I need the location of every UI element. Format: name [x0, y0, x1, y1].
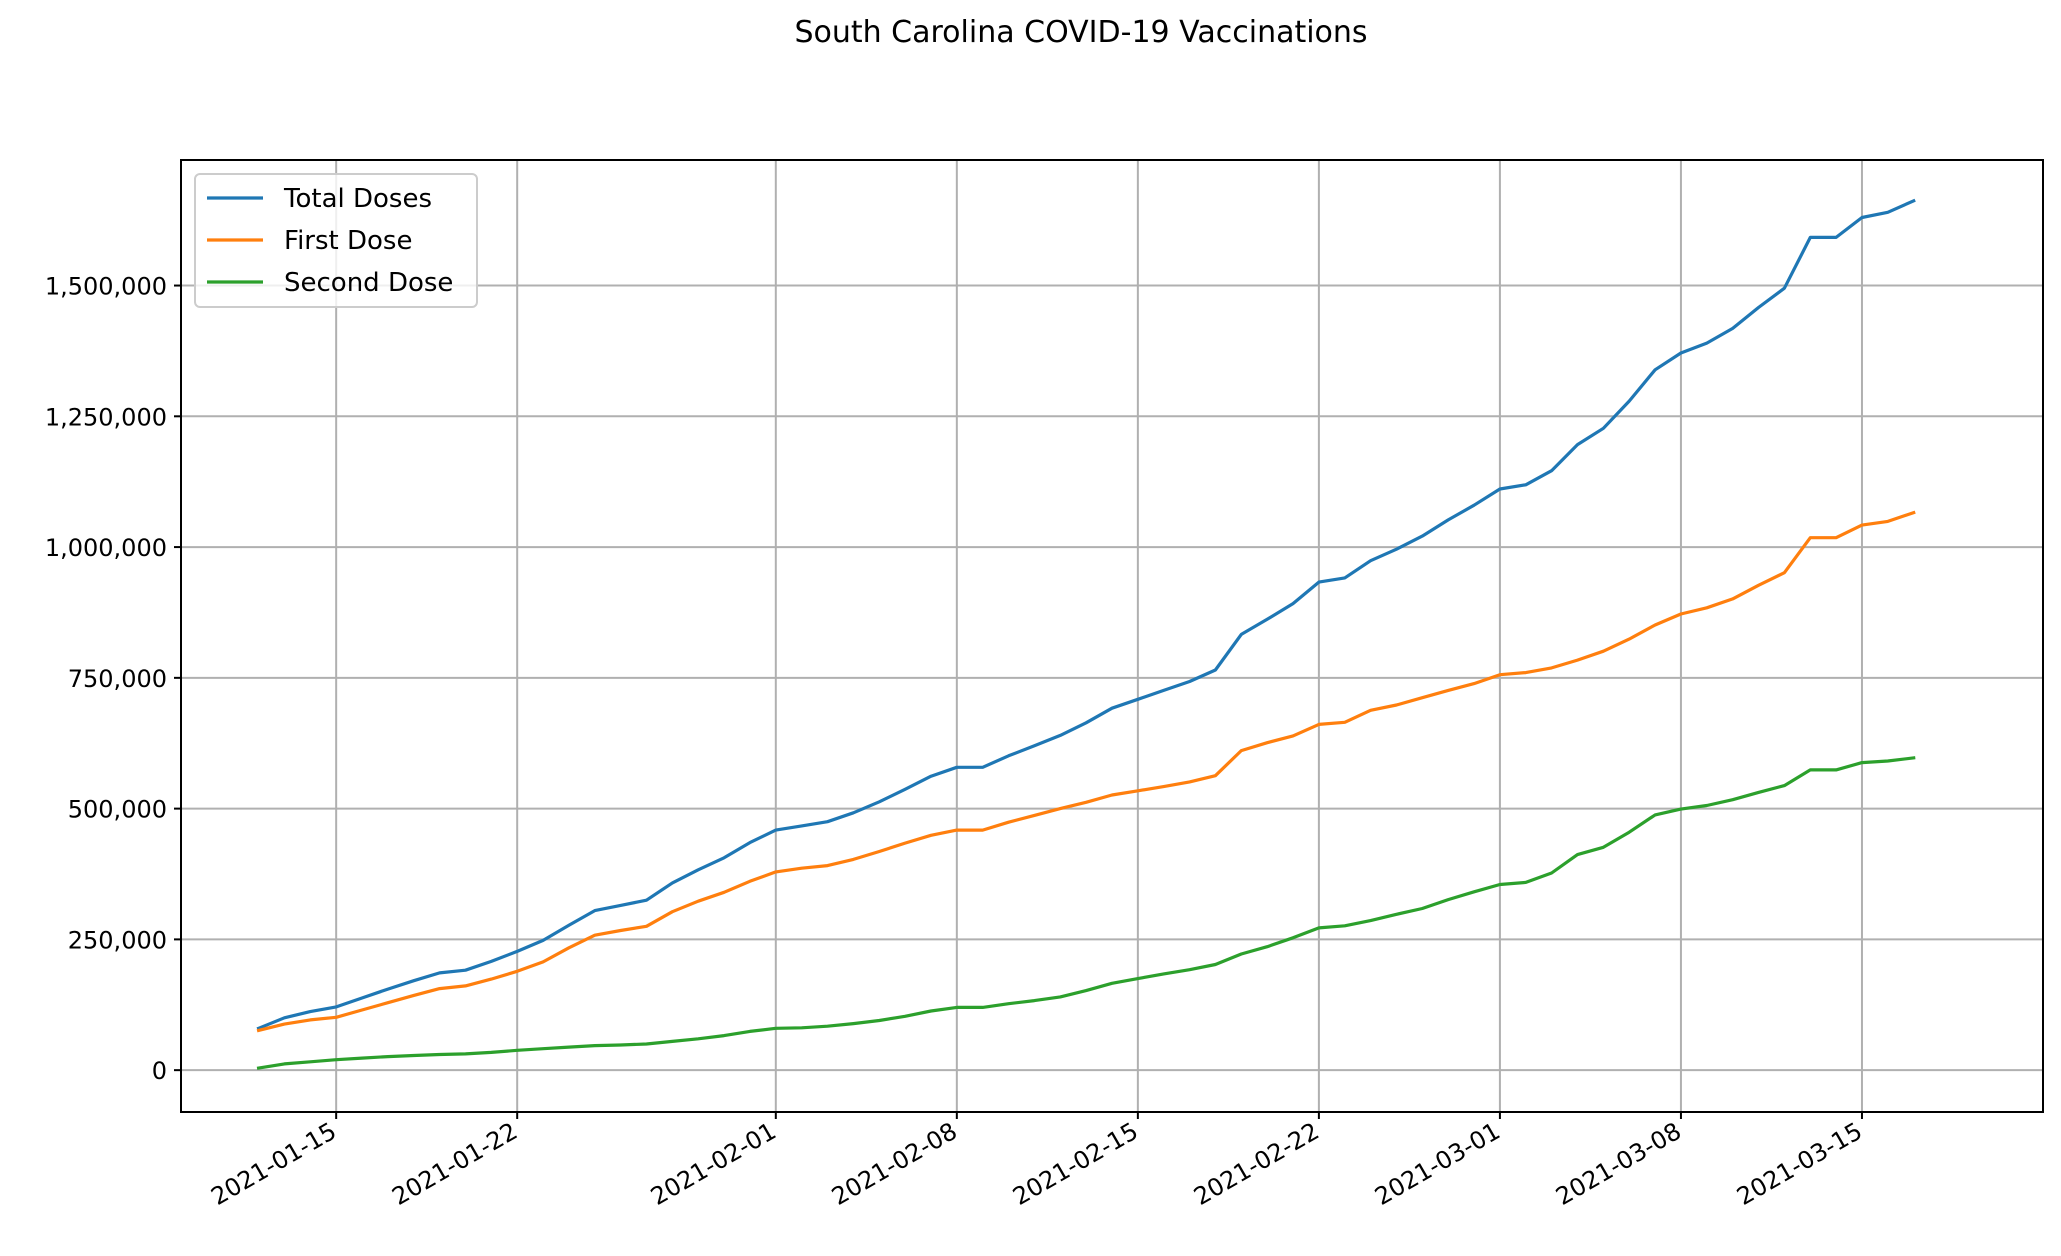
x-tick-label: 2021-03-15	[1732, 1117, 1867, 1211]
x-tick-label: 2021-01-15	[206, 1117, 341, 1211]
x-tick-label: 2021-03-01	[1370, 1117, 1505, 1211]
plot-frame	[180, 159, 2044, 1113]
x-axis-ticks: 2021-01-15 2021-01-22 2021-02-01 2021-02-08…	[206, 1112, 1867, 1211]
series-line-first-dose	[256, 510, 1916, 1033]
series-lines	[256, 198, 1916, 1070]
gridlines	[181, 160, 2043, 1112]
x-tick-label: 2021-02-01	[646, 1117, 781, 1211]
y-tick-label: 0	[152, 1057, 167, 1085]
legend: Total Doses First Dose Second Dose	[194, 173, 478, 308]
y-tick-label: 500,000	[68, 796, 167, 824]
legend-box	[194, 173, 478, 308]
legend-label: First Dose	[284, 226, 412, 256]
series-line-total-doses	[256, 198, 1916, 1031]
x-tick-label: 2021-03-08	[1551, 1117, 1686, 1211]
y-axis-ticks: 0 250,000 500,000 750,000 1,000,000 1,250,000…	[45, 273, 181, 1085]
x-tick-label: 2021-02-22	[1189, 1117, 1324, 1211]
chart-title: South Carolina COVID-19 Vaccinations	[794, 15, 1367, 50]
y-tick-label: 750,000	[68, 665, 167, 693]
y-tick-label: 250,000	[68, 926, 167, 954]
legend-label: Second Dose	[284, 268, 453, 298]
y-tick-label: 1,250,000	[45, 403, 167, 431]
x-tick-label: 2021-02-08	[827, 1117, 962, 1211]
legend-label: Total Doses	[283, 184, 432, 214]
series-line-second-dose	[256, 756, 1916, 1070]
x-tick-label: 2021-02-15	[1008, 1117, 1143, 1211]
x-tick-label: 2021-01-22	[387, 1117, 522, 1211]
y-tick-label: 1,000,000	[45, 534, 167, 562]
y-tick-label: 1,500,000	[45, 273, 167, 301]
